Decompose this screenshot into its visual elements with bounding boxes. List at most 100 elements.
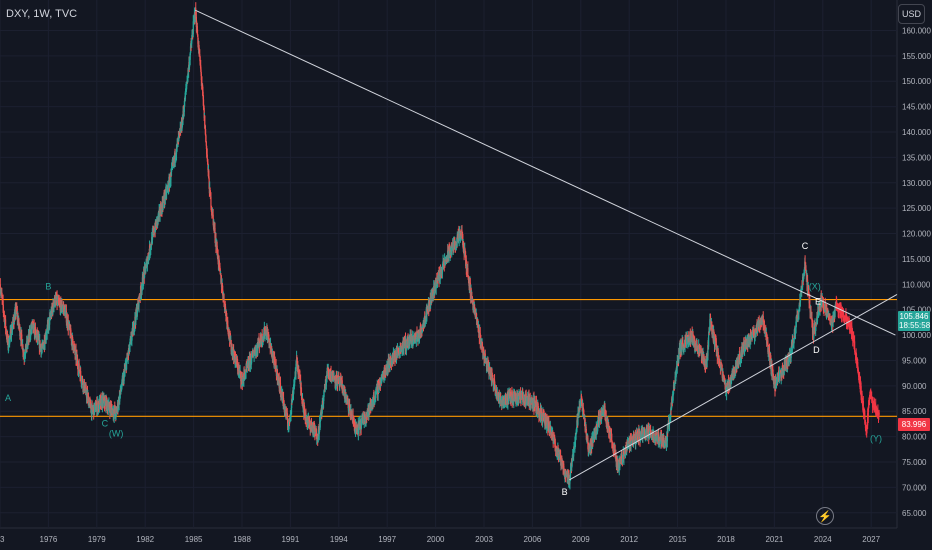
- price-candle: [597, 417, 599, 421]
- price-candle: [467, 267, 469, 276]
- price-candle: [398, 352, 400, 354]
- price-candle: [212, 214, 214, 219]
- price-candle: [11, 326, 14, 329]
- price-candle: [607, 418, 609, 427]
- price-candle: [508, 393, 510, 396]
- x-tick-label: 73: [0, 535, 5, 544]
- y-tick-label: 85.000: [902, 407, 927, 416]
- price-candle: [281, 390, 283, 401]
- price-candle: [259, 343, 261, 345]
- price-candle: [527, 396, 529, 403]
- price-candle: [704, 362, 706, 367]
- price-candle: [357, 424, 359, 435]
- price-candle: [191, 34, 193, 39]
- price-candle: [7, 337, 9, 349]
- price-candle: [598, 416, 600, 423]
- price-candle: [146, 261, 148, 267]
- price-candle: [145, 268, 147, 272]
- x-tick-label: 1976: [40, 535, 58, 544]
- price-candle: [617, 461, 619, 468]
- price-candle: [623, 450, 626, 456]
- price-candle: [205, 135, 207, 142]
- price-candle: [706, 360, 708, 368]
- price-candle: [318, 431, 320, 435]
- price-candle: [388, 363, 390, 368]
- price-candle: [170, 168, 173, 172]
- price-candle: [299, 376, 301, 382]
- price-candle: [91, 405, 93, 416]
- price-candle: [689, 331, 691, 341]
- price-candle: [681, 340, 683, 349]
- price-candle: [622, 457, 624, 463]
- price-candle: [355, 424, 357, 430]
- price-candle: [352, 415, 354, 418]
- price-candle: [83, 381, 85, 392]
- price-candle: [468, 277, 470, 282]
- price-candle: [25, 344, 27, 351]
- price-candle: [578, 412, 580, 418]
- price-candle: [192, 21, 194, 35]
- price-candle: [715, 343, 717, 351]
- price-candle: [202, 99, 205, 106]
- price-candle: [302, 399, 304, 407]
- price-candle: [179, 129, 181, 132]
- price-candle: [735, 365, 737, 373]
- price-candle: [226, 316, 228, 325]
- price-candle: [81, 378, 84, 384]
- price-candle: [484, 358, 487, 361]
- price-candle: [83, 383, 85, 390]
- price-candle: [110, 406, 112, 411]
- price-candle: [483, 351, 485, 356]
- price-candle: [256, 346, 258, 348]
- price-candle: [165, 189, 167, 197]
- price-candle: [522, 392, 524, 403]
- price-candle: [330, 371, 332, 378]
- price-candle: [608, 424, 610, 432]
- price-candle: [240, 374, 242, 382]
- y-tick-label: 115.000: [902, 255, 931, 264]
- price-candle: [570, 462, 573, 467]
- price-candle: [209, 187, 211, 191]
- price-candle: [148, 253, 150, 261]
- price-candle: [34, 327, 36, 330]
- x-tick-label: 2003: [475, 535, 493, 544]
- price-candle: [233, 355, 235, 360]
- price-candle: [199, 56, 201, 65]
- price-candle: [65, 310, 67, 323]
- price-candle: [183, 97, 186, 107]
- price-candle: [514, 391, 516, 400]
- price-candle: [679, 344, 681, 355]
- price-candle: [717, 354, 719, 358]
- y-tick-label: 90.000: [902, 382, 927, 391]
- price-candle: [207, 161, 209, 165]
- price-candle: [460, 236, 462, 238]
- price-candle: [72, 344, 74, 350]
- price-candle: [744, 340, 746, 347]
- price-candle: [61, 303, 63, 310]
- price-candle: [511, 395, 513, 402]
- price-candle: [66, 317, 68, 326]
- price-candle: [472, 302, 474, 310]
- price-candle: [528, 395, 530, 403]
- price-candle: [89, 402, 92, 409]
- price-candle: [659, 437, 661, 444]
- price-candle: [592, 435, 594, 443]
- price-candle: [57, 299, 59, 303]
- price-candle: [574, 432, 577, 442]
- price-candle: [582, 404, 584, 412]
- price-candle: [627, 443, 629, 449]
- price-candle: [103, 397, 105, 404]
- price-candle: [493, 384, 495, 386]
- price-candle: [298, 369, 300, 378]
- price-candle: [205, 141, 207, 146]
- price-candle: [253, 352, 255, 356]
- price-candle: [255, 348, 257, 355]
- price-candle: [451, 248, 453, 252]
- price-candle: [364, 413, 366, 421]
- price-candle: [183, 106, 185, 112]
- price-candle: [655, 433, 658, 438]
- y-tick-label: 100.000: [902, 331, 931, 340]
- price-candle: [218, 260, 220, 266]
- price-candle: [550, 427, 552, 434]
